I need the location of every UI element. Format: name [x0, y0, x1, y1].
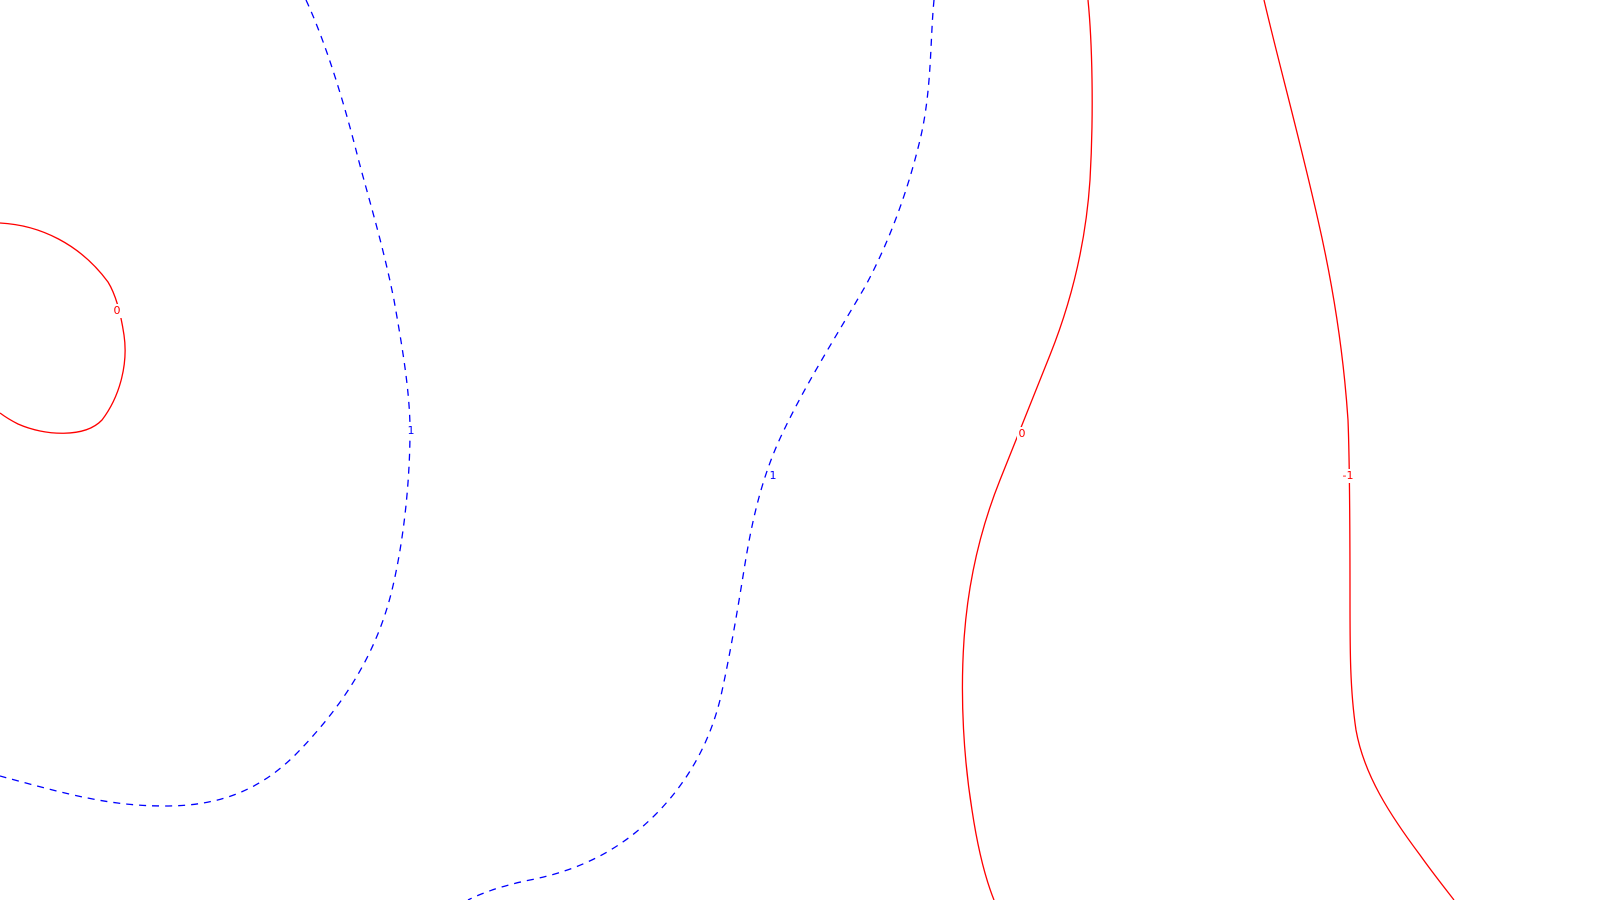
- contour-line-level-0-right: [961, 0, 1093, 900]
- contour-label-minus-1-right: -1: [1343, 469, 1354, 482]
- contour-label-group-3: 0: [1017, 427, 1027, 441]
- contour-label-0-right: 0: [1019, 427, 1026, 440]
- contour-line-level-0-left-loop: [0, 222, 126, 434]
- contour-label-group-1: 1: [406, 424, 416, 438]
- contour-line-level-1-middle: [467, 0, 935, 900]
- contour-label-group-2: 1: [768, 469, 778, 483]
- contour-label-group-0: 0: [112, 304, 122, 318]
- contour-label-0-left: 0: [114, 304, 121, 317]
- contour-line-level-minus-1-right: [1263, 0, 1455, 900]
- contour-line-level-1-left: [0, 0, 411, 807]
- contour-label-group-4: -1: [1340, 469, 1356, 483]
- contour-label-1-middle: 1: [770, 469, 777, 482]
- contour-label-1-left: 1: [408, 424, 415, 437]
